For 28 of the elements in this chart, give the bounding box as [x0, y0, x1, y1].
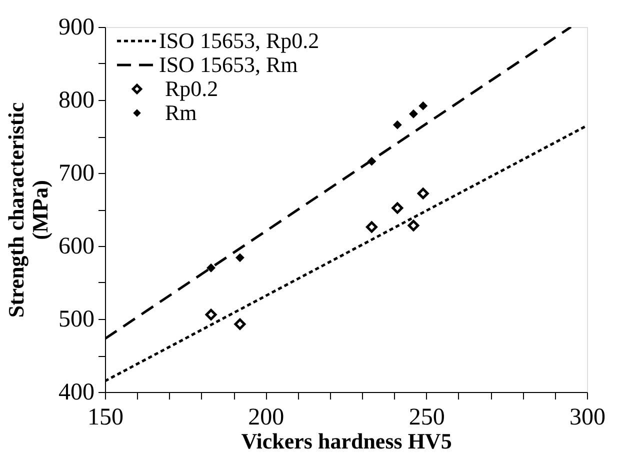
x-tick-label: 250	[408, 404, 445, 430]
point	[205, 308, 217, 320]
point	[409, 109, 418, 118]
x-tick-label: 150	[88, 404, 124, 430]
point	[234, 318, 246, 330]
legend-label: ISO 15653, Rp0.2	[159, 28, 320, 53]
legend-label: Rp0.2	[165, 76, 218, 101]
y-tick-label: 600	[58, 234, 94, 260]
y-tick-label: 500	[58, 306, 94, 332]
y-tick-label: 700	[58, 160, 94, 186]
point	[408, 220, 420, 232]
point	[367, 156, 376, 166]
y-axis-title: Strength characteristic (MPa)	[4, 102, 52, 318]
x-axis-title: Vickers hardness HV5	[241, 428, 452, 454]
x-tick-label: 200	[248, 404, 284, 430]
y-tick-label: 400	[58, 380, 94, 406]
x-tick-label: 300	[570, 404, 606, 430]
y-tick-label: 800	[58, 88, 94, 114]
legend-label: ISO 15653, Rm	[159, 52, 298, 77]
point	[418, 101, 428, 110]
point	[206, 263, 216, 272]
point	[392, 202, 404, 214]
point	[366, 221, 378, 233]
point	[392, 120, 402, 130]
point	[417, 188, 429, 200]
legend-label: Rm	[165, 100, 197, 125]
point	[235, 253, 244, 262]
y-tick-label: 900	[58, 14, 94, 40]
